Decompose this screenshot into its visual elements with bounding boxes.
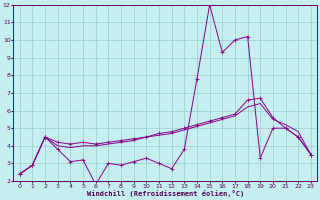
X-axis label: Windchill (Refroidissement éolien,°C): Windchill (Refroidissement éolien,°C) (87, 190, 244, 197)
